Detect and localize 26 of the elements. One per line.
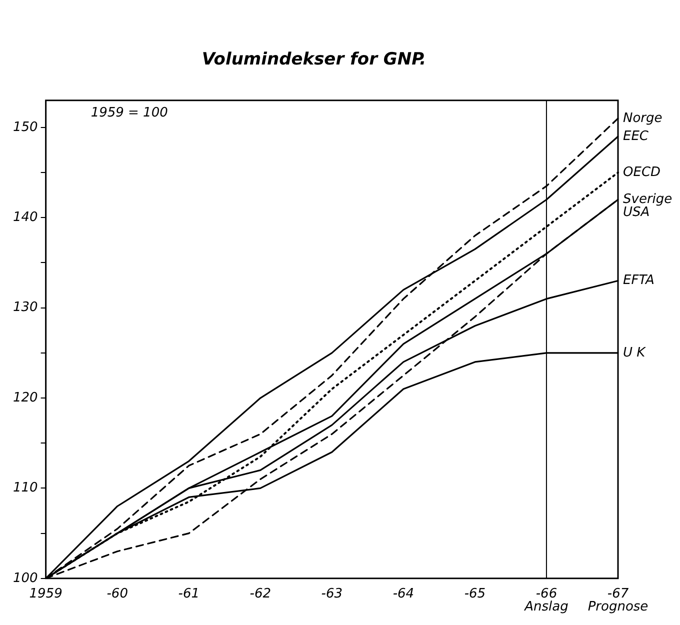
series-label: Sverige (623, 192, 672, 207)
x-tick-label: -62 (250, 586, 271, 602)
y-tick-label: 110 (12, 480, 38, 496)
y-tick-label: 120 (12, 390, 38, 406)
annotation: 1959 = 100 (90, 105, 168, 120)
y-tick-label: 140 (12, 210, 38, 226)
x-tick-label: -66 (536, 586, 558, 602)
x-tick-label: -61 (178, 586, 200, 602)
x-tick-label: 1959 (29, 586, 62, 602)
series-label: U K (623, 345, 647, 360)
x-tick-label: -64 (392, 586, 414, 602)
y-tick-label: 150 (12, 120, 38, 135)
ref-line-label: Anslag (524, 599, 568, 614)
series-label: EEC (623, 128, 650, 144)
x-tick-label: -60 (106, 586, 128, 602)
chart-title: Volumindekser for GNP. (202, 50, 426, 70)
x-tick-label: -63 (321, 586, 343, 602)
text: Prognose (588, 599, 648, 614)
series-label: Norge (623, 110, 662, 126)
series-label: OECD (623, 164, 661, 180)
series-label: EFTA (623, 273, 654, 288)
x-tick-label: -67 (607, 586, 630, 602)
y-tick-label: 100 (12, 570, 38, 586)
series-label: USA (623, 204, 650, 220)
x-tick-label: -65 (464, 586, 486, 602)
y-tick-label: 130 (12, 300, 38, 316)
